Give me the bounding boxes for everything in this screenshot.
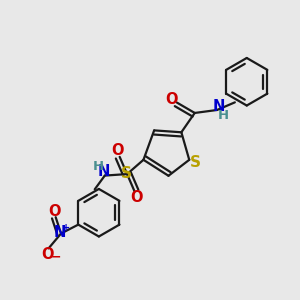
Text: H: H [93, 160, 104, 172]
Text: O: O [111, 143, 124, 158]
Text: S: S [190, 155, 201, 170]
Text: S: S [121, 166, 132, 181]
Text: O: O [165, 92, 178, 107]
Text: −: − [51, 251, 61, 264]
Text: H: H [218, 110, 229, 122]
Text: O: O [41, 247, 53, 262]
Text: +: + [62, 223, 70, 233]
Text: N: N [212, 99, 225, 114]
Text: O: O [131, 190, 143, 205]
Text: N: N [97, 164, 110, 178]
Text: O: O [48, 204, 60, 219]
Text: N: N [54, 225, 66, 240]
